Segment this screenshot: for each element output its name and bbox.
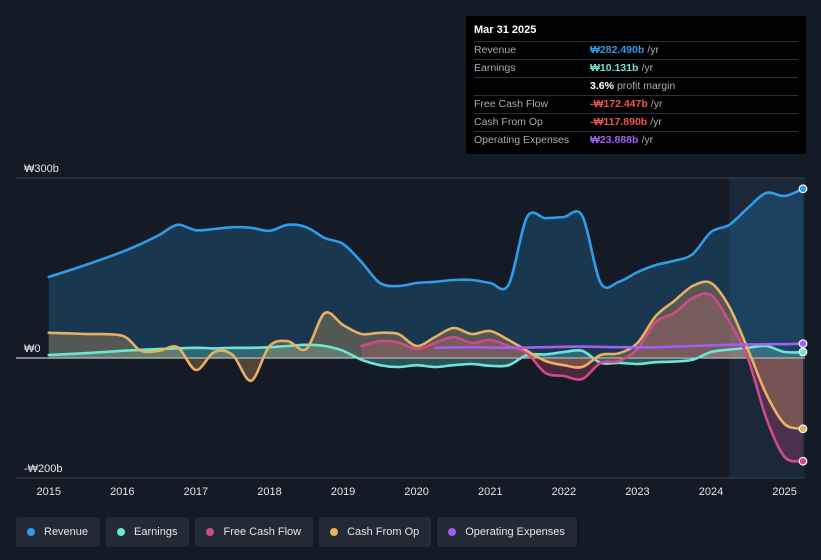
y-tick-label: ₩0 — [24, 343, 41, 355]
tooltip-row: Operating Expenses ₩23.888b/yr — [474, 132, 798, 149]
tooltip-row: Revenue ₩282.490b/yr — [474, 42, 798, 60]
legend-dot-icon — [330, 528, 339, 536]
tooltip-value: ₩10.131b — [590, 62, 639, 74]
tooltip-value: -₩117.890b — [590, 116, 648, 128]
grid — [16, 177, 805, 479]
tooltip-panel: Mar 31 2025 Revenue ₩282.490b/yr Earnings ₩… — [466, 16, 806, 154]
tooltip-unit: profit margin — [616, 80, 676, 92]
tooltip-row: Earnings ₩10.131b/yr — [474, 60, 798, 78]
legend-label: Free Cash Flow — [223, 526, 302, 538]
tooltip-unit: /yr — [641, 134, 654, 146]
x-tick-label: 2023 — [625, 486, 649, 498]
tooltip-label: Operating Expenses — [474, 134, 570, 146]
tooltip-unit: /yr — [650, 98, 663, 110]
x-tick-label: 2018 — [257, 486, 281, 498]
x-tick-label: 2025 — [772, 486, 796, 498]
tooltip-value: ₩23.888b — [590, 134, 639, 146]
legend-dot-icon — [117, 528, 126, 536]
legend-label: Operating Expenses — [465, 526, 565, 538]
legend-dot-icon — [206, 528, 215, 536]
cash-from-op-end-point — [798, 424, 808, 434]
tooltip-value: ₩282.490b — [590, 44, 645, 56]
legend-item-earnings[interactable]: Earnings — [106, 517, 190, 547]
x-tick-label: 2015 — [36, 486, 60, 498]
series-end-markers — [798, 184, 808, 466]
tooltip-unit: /yr — [650, 116, 662, 128]
revenue-line — [47, 187, 805, 291]
legend-item-operating-expenses[interactable]: Operating Expenses — [437, 517, 577, 547]
legend-item-free-cash-flow[interactable]: Free Cash Flow — [195, 517, 314, 547]
earnings-end-point — [798, 347, 808, 357]
x-tick-label: 2022 — [552, 486, 576, 498]
tooltip-unit: /yr — [647, 44, 659, 56]
earnings-line — [47, 343, 805, 369]
tooltip-value: -₩172.447b — [590, 98, 648, 110]
legend-dot-icon — [27, 528, 35, 536]
series-lines — [47, 187, 805, 463]
free-cash-flow-area — [361, 293, 803, 462]
free-cash-flow-line — [360, 292, 805, 463]
free-cash-flow-end-point — [798, 456, 808, 466]
cash-from-op-line — [47, 280, 805, 431]
tooltip-date: Mar 31 2025 — [474, 24, 798, 42]
series-areas — [48, 188, 804, 462]
legend-item-revenue[interactable]: Revenue — [16, 517, 101, 547]
legend-label: Revenue — [44, 526, 89, 538]
x-tick-label: 2016 — [110, 486, 134, 498]
x-tick-label: 2020 — [404, 486, 428, 498]
x-tick-label: 2024 — [699, 486, 723, 498]
tooltip-row: 3.6% profit margin — [474, 78, 798, 96]
tooltip-value: 3.6% — [590, 80, 614, 92]
tooltip-label: Cash From Op — [474, 116, 543, 128]
x-tick-label: 2019 — [331, 486, 355, 498]
legend-label: Cash From Op — [347, 526, 420, 538]
tooltip-label: Free Cash Flow — [474, 98, 549, 110]
tooltip-label: Earnings — [474, 62, 516, 74]
tooltip-label — [474, 78, 590, 95]
tooltip-unit: /yr — [641, 62, 654, 74]
operating-expenses-line — [433, 342, 805, 350]
y-tick-label: -₩200b — [24, 463, 63, 475]
tooltip-label: Revenue — [474, 44, 517, 56]
axis-labels: ₩300b ₩0 -₩200b 2015 2016 2017 2018 2019 2020 202… — [24, 163, 797, 498]
tooltip-row: Cash From Op -₩117.890b/yr — [474, 114, 798, 132]
legend-label: Earnings — [134, 526, 178, 538]
y-tick-label: ₩300b — [24, 163, 59, 175]
x-tick-label: 2021 — [478, 486, 502, 498]
x-tick-label: 2017 — [184, 486, 208, 498]
revenue-end-point — [798, 184, 808, 194]
cash-from-op-area — [48, 281, 804, 429]
tooltip-row: Free Cash Flow -₩172.447b/yr — [474, 96, 798, 114]
legend-item-cash-from-op[interactable]: Cash From Op — [319, 517, 432, 547]
operating-expenses-end-point — [798, 339, 808, 349]
legend: Revenue Earnings Free Cash Flow Cash From O… — [16, 517, 577, 547]
revenue-area — [48, 188, 804, 358]
legend-dot-icon — [448, 528, 457, 536]
